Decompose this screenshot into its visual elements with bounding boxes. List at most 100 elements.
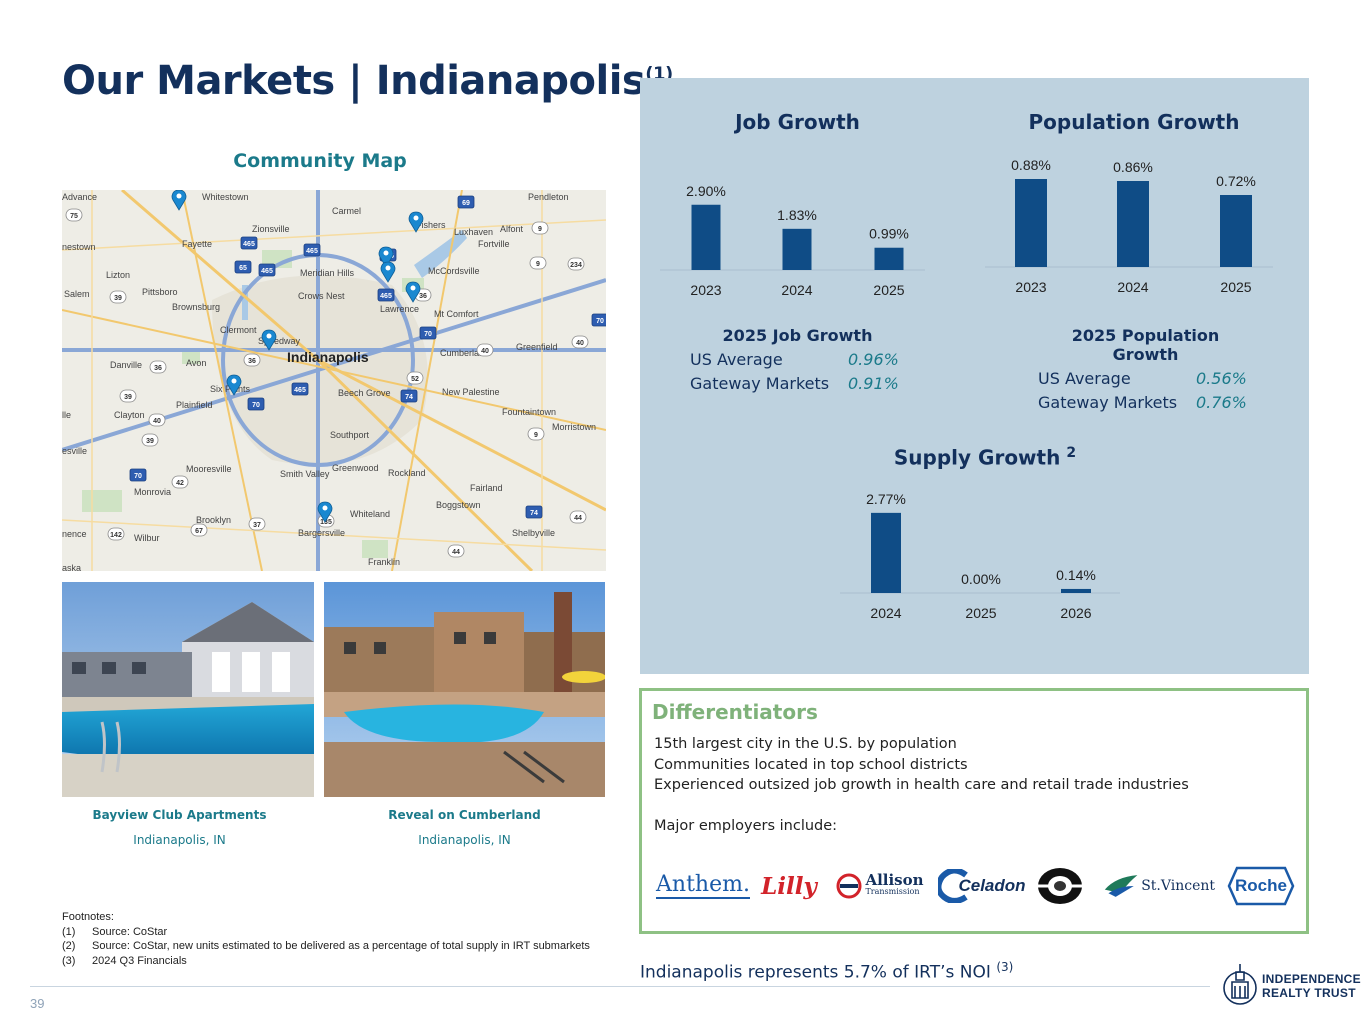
map-route-number: 40 bbox=[576, 340, 584, 347]
job-growth-summary: 2025 Job Growth US Average 0.96% Gateway … bbox=[690, 326, 910, 393]
map-route-shield bbox=[527, 427, 545, 441]
map-route-number: 465 bbox=[243, 241, 255, 248]
allison-transmission-logo: Allison Transmission bbox=[830, 862, 930, 910]
map-place-label: Beech Grove bbox=[338, 388, 391, 398]
anthem-logo: Anthem. bbox=[656, 872, 750, 899]
map-place-label: Fishers bbox=[416, 220, 446, 230]
map-route-number: 9 bbox=[538, 226, 542, 233]
map-route-number: 70 bbox=[596, 318, 604, 325]
map-place-label: Mooresville bbox=[186, 464, 232, 474]
map-place-label: New Palestine bbox=[442, 387, 500, 397]
chart-tick-label: 2024 bbox=[1117, 279, 1148, 295]
map-place-label: Cumberland bbox=[440, 348, 489, 358]
map-place-label: nence bbox=[62, 529, 87, 539]
page-number: 39 bbox=[30, 996, 45, 1011]
job-summary-row: US Average 0.96% bbox=[690, 350, 899, 369]
map-place-label: Clermont bbox=[220, 325, 257, 335]
differentiators-list: 15th largest city in the U.S. by populat… bbox=[654, 734, 1189, 837]
map-route-shield bbox=[291, 382, 309, 396]
map-route-number: 69 bbox=[462, 200, 470, 207]
chart-bar bbox=[1061, 588, 1091, 593]
differentiator-line: Communities located in top school distri… bbox=[654, 756, 968, 773]
noi-footnote-marker: (3) bbox=[996, 960, 1014, 974]
map-route-number: 36 bbox=[419, 293, 427, 300]
population-growth-summary: 2025 Population Growth US Average 0.56% G… bbox=[1038, 326, 1268, 412]
map-route-shield bbox=[447, 544, 465, 558]
map-route-shield bbox=[419, 326, 437, 340]
map-route-number: 39 bbox=[146, 438, 154, 445]
motor-speedway-logo bbox=[1034, 862, 1086, 910]
map-route-number: 37 bbox=[253, 522, 261, 529]
differentiator-line: Major employers include: bbox=[654, 818, 838, 834]
map-route-shield bbox=[109, 290, 127, 304]
map-route-shield bbox=[65, 208, 83, 222]
community-pin-icon[interactable] bbox=[261, 329, 277, 351]
map-route-shield bbox=[406, 371, 424, 385]
map-route-number: 42 bbox=[176, 480, 184, 487]
map-route-shield bbox=[569, 510, 587, 524]
map-route-shield bbox=[119, 389, 137, 403]
map-route-number: 9 bbox=[536, 261, 540, 268]
map-route-shield bbox=[567, 257, 585, 271]
growth-charts-panel bbox=[640, 78, 1309, 674]
map-route-shield bbox=[476, 343, 494, 357]
map-route-shield bbox=[248, 517, 266, 531]
community-pin-icon[interactable] bbox=[408, 211, 424, 233]
property-name-bayview: Bayview Club Apartments bbox=[92, 808, 267, 822]
celadon-emblem-icon bbox=[938, 869, 969, 903]
map-place-label: Wilbur bbox=[134, 533, 160, 543]
roche-logo: Roche bbox=[1226, 862, 1296, 910]
map-place-label: Fortville bbox=[478, 239, 510, 249]
chart-data-label: 0.88% bbox=[1011, 157, 1051, 173]
map-place-label: Lawrence bbox=[380, 304, 419, 314]
community-pin-icon[interactable] bbox=[226, 374, 242, 396]
community-pin-icon[interactable] bbox=[317, 501, 333, 523]
map-route-shield bbox=[531, 221, 549, 235]
chart-data-label: 2.90% bbox=[686, 183, 726, 199]
community-map[interactable]: Advance Whitestown Carmel Pendleton Zionsvil… bbox=[62, 190, 606, 571]
map-route-number: 74 bbox=[530, 510, 538, 517]
map-route-number: 44 bbox=[452, 549, 460, 556]
map-place-label: Pendleton bbox=[528, 192, 569, 202]
job-summary-row: Gateway Markets 0.91% bbox=[690, 374, 899, 393]
allison-emblem-icon bbox=[836, 873, 862, 899]
community-pin-icon[interactable] bbox=[405, 281, 421, 303]
footer-divider bbox=[30, 986, 1210, 987]
map-route-number: 40 bbox=[153, 418, 161, 425]
differentiator-line: Experienced outsized job growth in healt… bbox=[654, 777, 1189, 793]
map-place-label: Indianapolis bbox=[287, 349, 369, 365]
map-route-number: 465 bbox=[261, 268, 273, 275]
map-route-shield bbox=[247, 397, 265, 411]
map-route-number: 39 bbox=[114, 295, 122, 302]
map-place-label: Fayette bbox=[182, 239, 212, 249]
map-place-label: Danville bbox=[110, 360, 142, 370]
map-route-number: 36 bbox=[154, 365, 162, 372]
map-place-label: Avon bbox=[186, 358, 206, 368]
irt-logo: INDEPENDENCE REALTY TRUST bbox=[1222, 958, 1362, 1014]
footnote-item: (2) Source: CoStar, new units estimated t… bbox=[62, 940, 590, 952]
chart-bar bbox=[874, 247, 904, 270]
community-pin-icon[interactable] bbox=[380, 261, 396, 283]
map-route-shield bbox=[141, 433, 159, 447]
community-pin-icon[interactable] bbox=[171, 190, 187, 211]
map-route-number: 39 bbox=[124, 394, 132, 401]
map-route-number: 65 bbox=[239, 265, 247, 272]
chart-tick-label: 2024 bbox=[781, 282, 812, 298]
map-place-label: Brownsburg bbox=[172, 302, 220, 312]
map-place-label: Morristown bbox=[552, 422, 596, 432]
chart-data-label: 0.99% bbox=[869, 226, 909, 242]
map-route-shield bbox=[591, 313, 606, 327]
map-route-number: 70 bbox=[424, 331, 432, 338]
footnotes: Footnotes: (1) Source: CoStar (2) Source: … bbox=[62, 910, 592, 968]
map-place-label: Rockland bbox=[388, 468, 426, 478]
property-city-reveal: Indianapolis, IN bbox=[418, 833, 511, 847]
map-place-label: Greenfield bbox=[516, 342, 558, 352]
map-route-number: 40 bbox=[481, 348, 489, 355]
celadon-logo: Celadon bbox=[938, 862, 1026, 910]
supply-growth-title: Supply Growth 2 bbox=[893, 445, 1077, 470]
map-place-label: Shelbyville bbox=[512, 528, 555, 538]
map-place-label: Speedway bbox=[258, 336, 301, 346]
map-route-number: 74 bbox=[405, 394, 413, 401]
map-place-label: Fairland bbox=[470, 483, 503, 493]
map-place-label: Southport bbox=[330, 430, 370, 440]
